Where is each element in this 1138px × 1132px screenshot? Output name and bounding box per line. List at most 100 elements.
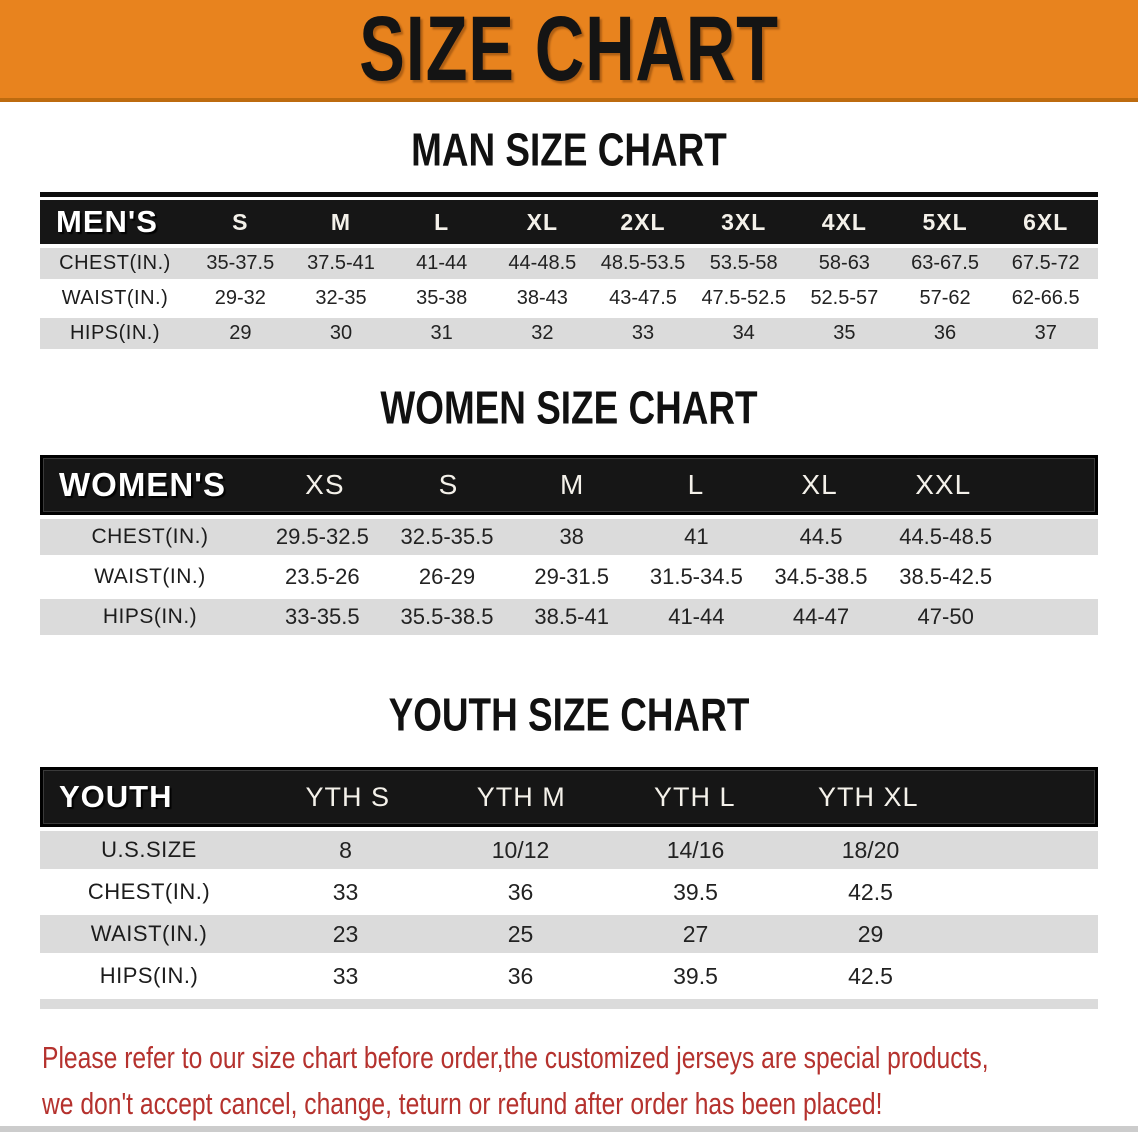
value-cell: 44.5-48.5 [899, 524, 993, 549]
value-cell: 31 [430, 322, 453, 344]
value-cell: 42.5 [848, 962, 893, 989]
value-cell: 47.5-52.5 [701, 287, 786, 309]
table-row: CHEST(IN.) 33 36 39.5 42.5 [40, 873, 1098, 911]
table-row: CHEST(IN.) 29.5-32.5 32.5-35.5 38 41 44.5 44.5… [40, 519, 1098, 555]
table-row: WAIST(IN.) 29-32 32-35 35-38 38-43 43-47.5 47.… [40, 283, 1098, 314]
value-cell: 26-29 [418, 564, 476, 589]
row-label: CHEST(IN.) [87, 879, 211, 904]
value-cell: 35-37.5 [206, 252, 275, 274]
value-cell: 32-35 [315, 287, 367, 309]
women-table-rows: CHEST(IN.) 29.5-32.5 32.5-35.5 38 41 44.5 44.5… [40, 519, 1098, 635]
value-cell: 44.5 [799, 524, 843, 549]
men-table-rows: CHEST(IN.) 35-37.5 37.5-41 41-44 44-48.5 48.5… [40, 248, 1098, 349]
value-cell: 29.5-32.5 [275, 524, 369, 549]
value-cell: 41 [684, 524, 709, 549]
disclaimer-line-1: Please refer to our size chart before or… [42, 1040, 989, 1075]
table-bottom-strip [40, 999, 1098, 1009]
row-values: 29.5-32.5 32.5-35.5 38 41 44.5 44.5-48.5 [260, 524, 1008, 550]
column-header: YTH L [653, 781, 736, 812]
value-cell: 38 [559, 524, 584, 549]
value-cell: 57-62 [919, 287, 971, 309]
youth-table-header-label: YOUTH [59, 779, 173, 814]
value-cell: 47-50 [917, 604, 974, 629]
youth-column-headers: YTH S YTH M YTH L YTH XL [261, 782, 955, 813]
men-column-headers: S M L XL 2XL 3XL 4XL 5XL 6XL [190, 209, 1096, 236]
youth-section-title: YOUTH SIZE CHART [388, 689, 750, 741]
value-cell: 29 [229, 322, 252, 344]
men-table-header: MEN'S S M L XL 2XL 3XL 4XL 5XL 6XL [40, 200, 1098, 244]
table-row: HIPS(IN.) 29 30 31 32 33 34 35 36 37 [40, 318, 1098, 349]
value-cell: 32.5-35.5 [400, 524, 494, 549]
row-values: 33 36 39.5 42.5 [258, 879, 958, 906]
value-cell: 37 [1034, 322, 1057, 344]
value-cell: 35.5-38.5 [400, 604, 494, 629]
row-values: 23.5-26 26-29 29-31.5 31.5-34.5 34.5-38.5 38.… [260, 564, 1008, 590]
table-row: WAIST(IN.) 23.5-26 26-29 29-31.5 31.5-34.5 34… [40, 559, 1098, 595]
value-cell: 29-31.5 [534, 564, 609, 589]
value-cell: 35 [833, 322, 856, 344]
youth-size-table: YOUTH YTH S YTH M YTH L YTH XL U.S.SIZE 8 10/… [40, 767, 1098, 1009]
row-label: WAIST(IN.) [90, 921, 208, 946]
women-size-table: WOMEN'S XS S M L XL XXL CHEST(IN.) 29.5-32.5 32… [40, 455, 1098, 635]
table-top-rule [40, 192, 1098, 197]
value-cell: 41-44 [668, 604, 725, 629]
table-row: CHEST(IN.) 35-37.5 37.5-41 41-44 44-48.5 48.5… [40, 248, 1098, 279]
value-cell: 10/12 [491, 836, 550, 863]
row-values: 29-32 32-35 35-38 38-43 43-47.5 47.5-52.5 52.5… [190, 287, 1096, 310]
value-cell: 23.5-26 [285, 564, 360, 589]
value-cell: 48.5-53.5 [600, 252, 686, 274]
women-section-title: WOMEN SIZE CHART [380, 382, 758, 434]
table-row: WAIST(IN.) 23 25 27 29 [40, 915, 1098, 953]
value-cell: 34.5-38.5 [774, 564, 868, 589]
value-cell: 14/16 [666, 836, 725, 863]
value-cell: 33 [332, 878, 359, 905]
column-header: YTH XL [817, 781, 919, 812]
value-cell: 39.5 [673, 962, 718, 989]
column-header: YTH S [305, 781, 390, 812]
value-cell: 30 [329, 322, 353, 344]
value-cell: 38.5-42.5 [899, 564, 993, 589]
column-header: 6XL [1023, 208, 1069, 235]
value-cell: 38-43 [516, 287, 568, 309]
value-cell: 41-44 [416, 252, 468, 274]
value-cell: 53.5-58 [709, 252, 778, 274]
column-header: XL [526, 208, 559, 235]
value-cell: 42.5 [848, 878, 893, 905]
row-values: 23 25 27 29 [258, 921, 958, 948]
row-label: HIPS(IN.) [102, 605, 198, 628]
value-cell: 23 [332, 920, 359, 947]
banner: SIZE CHART [0, 0, 1138, 102]
table-row: HIPS(IN.) 33 36 39.5 42.5 [40, 957, 1098, 995]
disclaimer-line-2: we don't accept cancel, change, teturn o… [42, 1086, 883, 1121]
value-cell: 63-67.5 [911, 252, 979, 274]
column-header: XS [305, 469, 345, 500]
column-header: XXL [915, 469, 972, 500]
value-cell: 29-32 [214, 287, 266, 309]
men-size-table: MEN'S S M L XL 2XL 3XL 4XL 5XL 6XL CHEST(IN.) 35-… [40, 192, 1098, 349]
column-header: L [687, 469, 705, 500]
column-header: M [330, 208, 352, 235]
row-values: 33-35.5 35.5-38.5 38.5-41 41-44 44-47 47-50 [260, 604, 1008, 630]
women-column-headers: XS S M L XL XXL [263, 469, 1005, 501]
row-label: WAIST(IN.) [61, 287, 169, 309]
value-cell: 39.5 [673, 878, 718, 905]
value-cell: 62-66.5 [1011, 287, 1080, 309]
column-header: S [438, 469, 459, 500]
men-section-title: MAN SIZE CHART [411, 124, 727, 176]
column-header: L [434, 208, 450, 235]
value-cell: 58-63 [818, 252, 870, 274]
column-header: M [560, 469, 585, 500]
value-cell: 44-47 [792, 604, 850, 629]
youth-table-header: YOUTH YTH S YTH M YTH L YTH XL [40, 767, 1098, 827]
value-cell: 67.5-72 [1011, 252, 1080, 274]
value-cell: 8 [339, 836, 352, 863]
column-header: 4XL [821, 208, 867, 235]
value-cell: 33-35.5 [285, 604, 360, 629]
column-header: 3XL [721, 208, 767, 235]
table-row: U.S.SIZE 8 10/12 14/16 18/20 [40, 831, 1098, 869]
size-charts: MAN SIZE CHART MEN'S S M L XL 2XL 3XL 4XL 5XL 6X… [0, 124, 1138, 1009]
row-label: U.S.SIZE [101, 837, 197, 862]
row-values: 33 36 39.5 42.5 [258, 963, 958, 990]
row-label: HIPS(IN.) [69, 322, 161, 344]
value-cell: 25 [507, 920, 534, 947]
